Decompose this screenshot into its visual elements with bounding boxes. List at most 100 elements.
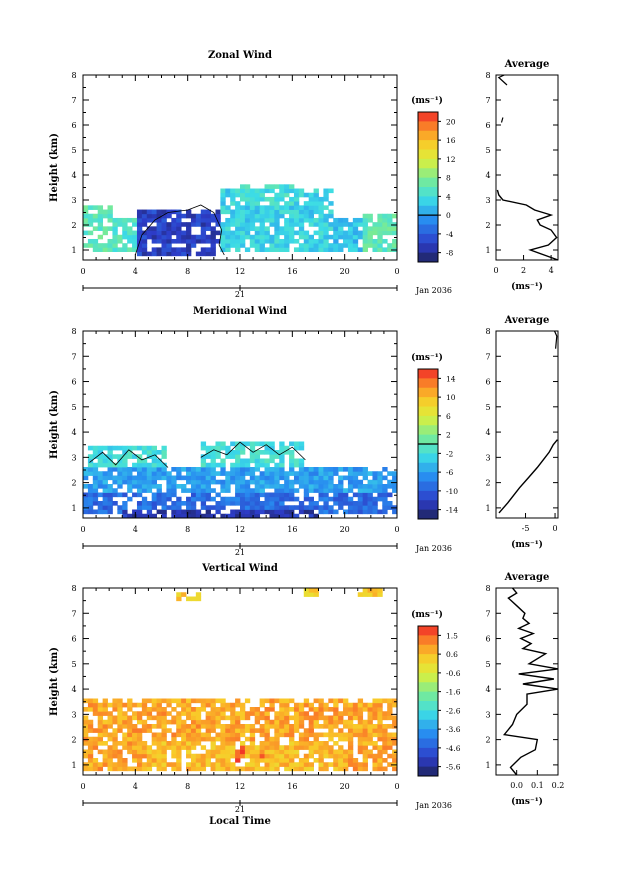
heatmap-cell [200, 471, 207, 476]
colorbar-tick-label: -2 [446, 449, 454, 458]
heatmap-cell [298, 484, 305, 489]
heatmap-cell [289, 226, 295, 231]
heatmap-cell [352, 501, 359, 506]
heatmap-cell [190, 471, 197, 476]
heatmap-cell [269, 454, 275, 459]
heatmap-cell [377, 762, 383, 767]
heatmap-cell [279, 226, 285, 231]
heatmap-cell [387, 230, 393, 236]
heatmap-cell [269, 741, 275, 746]
heatmap-cell [293, 488, 300, 493]
heatmap-cell [127, 467, 133, 472]
heatmap-cell [323, 234, 329, 240]
heatmap-cell [176, 732, 182, 738]
heatmap-cell [205, 762, 211, 767]
heatmap-cell [328, 728, 334, 733]
heatmap-cell [122, 762, 128, 767]
heatmap-cell [156, 715, 162, 721]
heatmap-cell [190, 724, 197, 729]
heatmap-cell [333, 217, 339, 223]
heatmap-cell [367, 505, 373, 510]
heatmap-cell [318, 222, 324, 227]
heatmap-cell [151, 484, 157, 489]
x-tick-label: 12 [235, 782, 245, 791]
heatmap-cell [323, 488, 329, 493]
heatmap-cell [92, 475, 99, 481]
heatmap-cell [289, 450, 295, 455]
x-tick-label: 16 [287, 782, 297, 791]
heatmap-cell [112, 234, 118, 240]
heatmap-cell [382, 724, 388, 729]
heatmap-cell [146, 513, 153, 519]
heatmap-cell [200, 707, 207, 712]
heatmap-cell [357, 745, 364, 750]
heatmap-cell [367, 707, 373, 712]
heatmap-cell [254, 196, 261, 202]
heatmap-cell [83, 728, 89, 733]
heatmap-cell [377, 758, 383, 763]
heatmap-cell [279, 192, 285, 198]
day-label: 21 [235, 290, 245, 299]
colorbar-tick-label: 14 [446, 374, 456, 383]
average-x-tick-label: 0.0 [510, 781, 523, 790]
heatmap-cell [318, 238, 324, 244]
heatmap-cell [274, 184, 280, 189]
heatmap-cell [87, 454, 94, 459]
heatmap-cell [357, 247, 364, 252]
heatmap-cell [83, 209, 89, 215]
average-y-tick-label: 5 [485, 403, 490, 412]
heatmap-cell [274, 462, 280, 468]
heatmap-cell [313, 698, 319, 704]
heatmap-cell [205, 234, 211, 240]
heatmap-cell [240, 222, 246, 227]
heatmap-cell [269, 450, 275, 455]
heatmap-cell [274, 213, 280, 219]
heatmap-cell [244, 222, 251, 227]
heatmap-cell [269, 762, 275, 767]
heatmap-cell [156, 209, 162, 215]
heatmap-cell [205, 217, 211, 223]
heatmap-cell [210, 458, 216, 464]
heatmap-cell [249, 492, 256, 498]
heatmap-cell [293, 471, 300, 476]
y-tick-label: 6 [71, 635, 76, 644]
heatmap-cell [244, 513, 251, 519]
heatmap-cell [205, 732, 211, 738]
heatmap-cell [254, 205, 261, 210]
heatmap-cell [166, 762, 172, 767]
heatmap-cell [269, 213, 275, 219]
average-y-tick-label: 6 [485, 635, 490, 644]
heatmap-cell [323, 471, 329, 476]
heatmap-cell [240, 513, 246, 519]
heatmap-cell [293, 205, 300, 210]
heatmap-cell [249, 213, 256, 219]
heatmap-cell [303, 766, 310, 772]
heatmap-cell [195, 475, 202, 481]
heatmap-cell [176, 213, 182, 219]
heatmap-cell [308, 192, 314, 198]
heatmap-cell [240, 458, 246, 464]
heatmap-cell [141, 745, 148, 750]
heatmap-cell [318, 724, 324, 729]
heatmap-cell [166, 475, 172, 481]
heatmap-cell [328, 209, 334, 215]
heatmap-cell [293, 475, 300, 481]
heatmap-cell [205, 484, 211, 489]
heatmap-cell [338, 217, 344, 223]
colorbar-tick-label: 2 [446, 431, 451, 440]
heatmap-cell [215, 762, 221, 767]
heatmap-cell [151, 462, 157, 468]
heatmap-cell [362, 234, 368, 240]
heatmap-cell [269, 209, 275, 215]
heatmap-cell [284, 702, 290, 708]
heatmap-cell [293, 192, 300, 198]
heatmap-cell [161, 741, 167, 746]
heatmap-cell [289, 758, 295, 763]
y-tick-label: 3 [71, 453, 76, 462]
heatmap-cell [87, 488, 94, 493]
heatmap-cell [347, 243, 354, 248]
heatmap-cell [200, 702, 207, 708]
heatmap-cell [377, 719, 383, 725]
heatmap-cell [240, 745, 246, 750]
heatmap-cell [97, 205, 104, 210]
